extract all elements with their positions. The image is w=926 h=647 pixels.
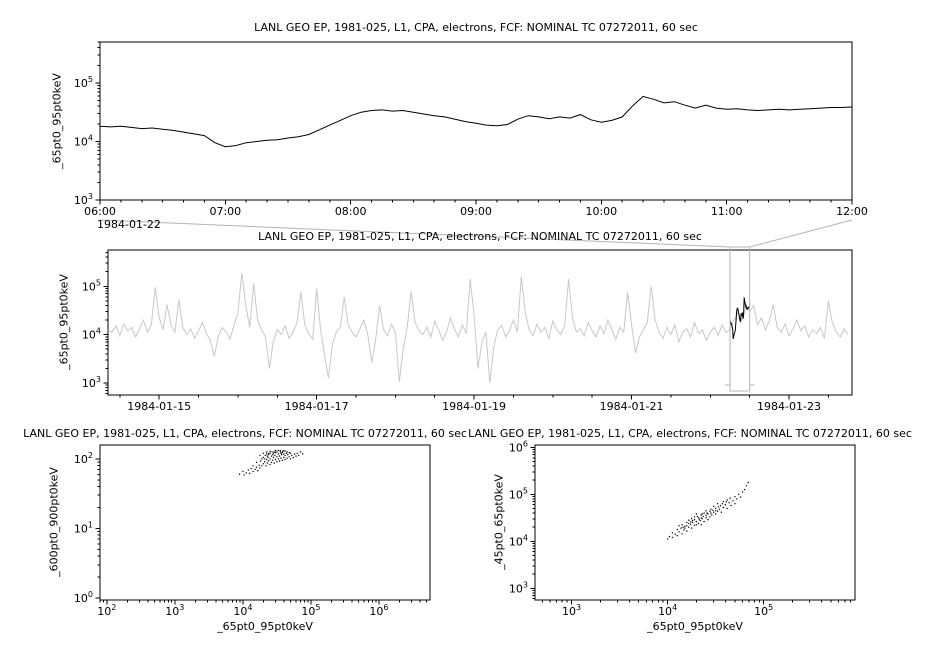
title-detail: LANL GEO EP, 1981-025, L1, CPA, electron… <box>254 21 698 34</box>
scatter-left-x-tick-label: 105 <box>301 603 320 618</box>
scatter-right-x-tick-label: 105 <box>754 603 773 618</box>
xlabel-scatter-left: _65pt0_95pt0keV <box>217 620 313 633</box>
detail-axes <box>95 41 853 205</box>
context-y-tick-label: 105 <box>82 278 101 293</box>
scatter-right-points <box>666 481 749 540</box>
title-scatter-left: LANL GEO EP, 1981-025, L1, CPA, electron… <box>23 427 467 440</box>
context-y-tick-label: 103 <box>82 375 101 390</box>
scatter-left-plot-area[interactable] <box>100 445 430 600</box>
context-frame <box>107 249 853 396</box>
scatter-left-frame <box>99 444 431 601</box>
scatter-right-axes <box>530 444 856 605</box>
context-x-tick-label: 1984-01-15 <box>127 400 191 413</box>
scatter-right-y-tick-label: 103 <box>509 580 528 595</box>
scatter-left-axes <box>95 444 431 605</box>
context-series-line <box>107 272 849 383</box>
x-axis-date-label: 1984-01-22 <box>97 218 161 231</box>
context-y-tick-label: 104 <box>82 327 101 342</box>
context-x-tick-label: 1984-01-17 <box>285 400 349 413</box>
scatter-left-y-tick-label: 101 <box>74 520 93 535</box>
ylabel-detail: _65pt0_95pt0keV <box>50 73 64 169</box>
scatter-left-x-tick-label: 106 <box>369 603 388 618</box>
detail-x-tick-label: 07:00 <box>209 205 241 218</box>
context-x-tick-label: 1984-01-23 <box>757 400 821 413</box>
detail-y-tick-label: 103 <box>74 192 93 207</box>
scatter-left-x-tick-label: 102 <box>97 603 116 618</box>
detail-x-tick-label: 06:00 <box>84 205 116 218</box>
scatter-right-plot-area[interactable] <box>535 445 855 600</box>
scatter-right-x-tick-label: 104 <box>658 603 677 618</box>
scatter-right-frame <box>534 444 856 601</box>
scatter-left-y-tick-label: 102 <box>74 451 93 466</box>
detail-y-tick-label: 104 <box>74 133 93 148</box>
title-context: LANL GEO EP, 1981-025, L1, CPA, electron… <box>258 230 702 243</box>
ylabel-context: _65pt0_95pt0keV <box>57 274 71 370</box>
detail-series-line <box>99 95 853 148</box>
context-selection-box[interactable] <box>729 246 751 392</box>
detail-x-tick-label: 12:00 <box>836 205 868 218</box>
detail-plot-area[interactable] <box>100 42 852 200</box>
scatter-left-points <box>238 449 304 476</box>
detail-y-tick-label: 105 <box>74 75 93 90</box>
context-highlight-line <box>729 297 751 340</box>
ylabel-scatter-right: _45pt0_65pt0keV <box>492 474 506 570</box>
detail-x-tick-label: 11:00 <box>711 205 743 218</box>
xlabel-scatter-right: _65pt0_95pt0keV <box>647 620 743 633</box>
scatter-right-y-tick-label: 105 <box>509 486 528 501</box>
context-overview-connector <box>99 219 853 386</box>
scatter-left-y-tick-label: 100 <box>74 590 93 605</box>
scatter-right-y-tick-label: 106 <box>509 439 528 454</box>
scatter-left-x-tick-label: 103 <box>165 603 184 618</box>
detail-x-tick-label: 09:00 <box>460 205 492 218</box>
scatter-right-y-tick-label: 104 <box>509 533 528 548</box>
context-axes <box>103 249 853 400</box>
title-scatter-right: LANL GEO EP, 1981-025, L1, CPA, electron… <box>468 427 912 440</box>
context-x-tick-label: 1984-01-19 <box>442 400 506 413</box>
detail-x-tick-label: 10:00 <box>585 205 617 218</box>
context-x-tick-label: 1984-01-21 <box>600 400 664 413</box>
detail-x-tick-label: 08:00 <box>335 205 367 218</box>
scatter-left-x-tick-label: 104 <box>233 603 252 618</box>
ylabel-scatter-left: _600pt0_900pt0keV <box>47 467 61 577</box>
context-plot-area[interactable] <box>108 250 852 395</box>
scatter-right-x-tick-label: 103 <box>562 603 581 618</box>
